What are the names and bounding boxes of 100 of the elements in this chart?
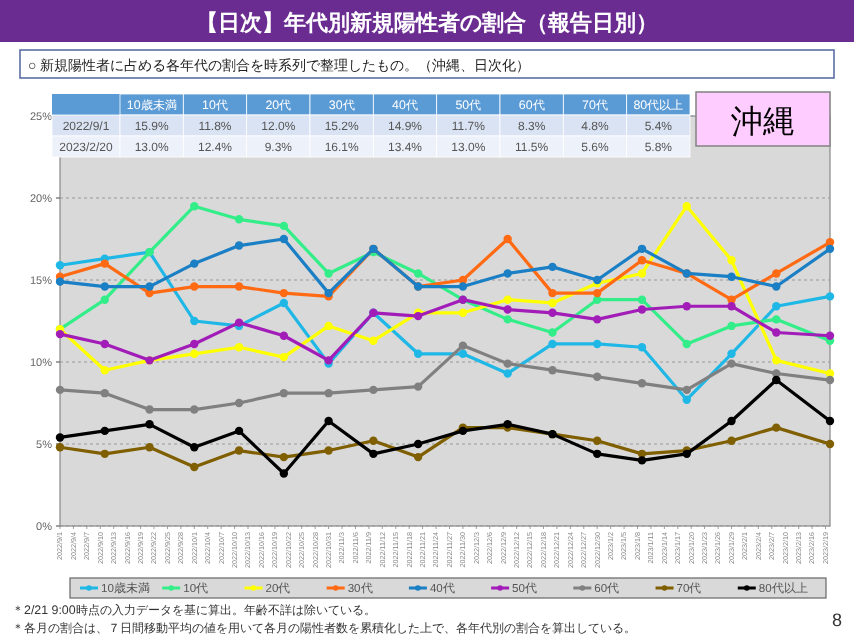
point <box>190 462 199 472</box>
point <box>548 328 557 337</box>
point <box>727 436 736 445</box>
point <box>324 269 333 278</box>
point <box>503 295 512 304</box>
region-label-box: 沖縄 <box>695 91 831 147</box>
point <box>234 343 244 352</box>
point <box>234 446 244 455</box>
point <box>234 241 244 250</box>
text: 8 <box>831 610 842 630</box>
point <box>234 215 244 224</box>
point <box>772 375 781 385</box>
point <box>413 452 423 462</box>
point <box>369 336 378 345</box>
point <box>682 385 691 395</box>
point <box>458 282 468 291</box>
point <box>727 416 736 426</box>
point <box>100 259 109 268</box>
point <box>772 356 781 365</box>
point <box>503 369 512 378</box>
point <box>324 446 333 455</box>
point <box>637 295 647 304</box>
point <box>727 272 736 281</box>
point <box>324 321 333 331</box>
point <box>593 436 602 445</box>
point <box>458 349 468 358</box>
point <box>413 349 423 358</box>
point <box>727 359 736 368</box>
point <box>145 405 154 414</box>
point <box>413 269 423 278</box>
point <box>503 359 512 368</box>
point <box>825 439 835 449</box>
point <box>825 292 835 301</box>
point <box>55 277 65 286</box>
point <box>145 443 154 452</box>
point <box>55 443 65 452</box>
point <box>100 366 109 375</box>
point <box>324 388 333 398</box>
point <box>190 405 199 414</box>
chart-title: 【日次】年代別新規陽性者の割合（報告日別） <box>196 10 658 36</box>
point <box>369 385 378 395</box>
point <box>593 372 602 381</box>
point <box>637 305 647 314</box>
point <box>234 426 244 436</box>
point <box>825 375 835 385</box>
point <box>145 282 154 291</box>
point <box>279 388 289 398</box>
point <box>637 456 647 465</box>
point <box>727 302 736 311</box>
point <box>190 443 199 452</box>
point <box>279 469 289 478</box>
point <box>772 315 781 324</box>
point <box>503 315 512 324</box>
point <box>279 452 289 462</box>
point <box>190 349 199 358</box>
point <box>413 439 423 449</box>
point <box>100 282 109 291</box>
point <box>369 449 378 459</box>
point <box>324 416 333 426</box>
point <box>637 379 647 388</box>
point <box>637 269 647 278</box>
point <box>190 259 199 268</box>
point <box>100 449 109 459</box>
point <box>190 202 199 211</box>
point <box>55 261 65 270</box>
point <box>593 288 602 298</box>
point <box>458 341 468 350</box>
point <box>100 339 109 349</box>
point <box>682 395 691 404</box>
point <box>279 331 289 340</box>
point <box>279 288 289 298</box>
point <box>637 343 647 352</box>
point <box>548 262 557 272</box>
point <box>55 329 65 339</box>
point <box>279 352 289 362</box>
point <box>190 282 199 291</box>
point <box>100 426 109 436</box>
header-bar: 【日次】年代別新規陽性者の割合（報告日別） <box>0 0 854 42</box>
point <box>772 282 781 291</box>
point <box>55 385 65 395</box>
point <box>413 382 423 391</box>
point <box>593 339 602 349</box>
point <box>55 433 65 442</box>
point <box>682 339 691 349</box>
point <box>190 339 199 349</box>
point <box>503 269 512 278</box>
point <box>100 388 109 398</box>
point <box>279 298 289 308</box>
point <box>548 339 557 349</box>
point <box>369 436 378 445</box>
point <box>593 315 602 324</box>
point <box>503 305 512 314</box>
point <box>548 298 557 308</box>
point <box>190 316 199 326</box>
point <box>772 302 781 311</box>
point <box>503 234 512 244</box>
point <box>772 328 781 337</box>
point <box>637 256 647 265</box>
point <box>727 256 736 265</box>
point <box>548 308 557 317</box>
